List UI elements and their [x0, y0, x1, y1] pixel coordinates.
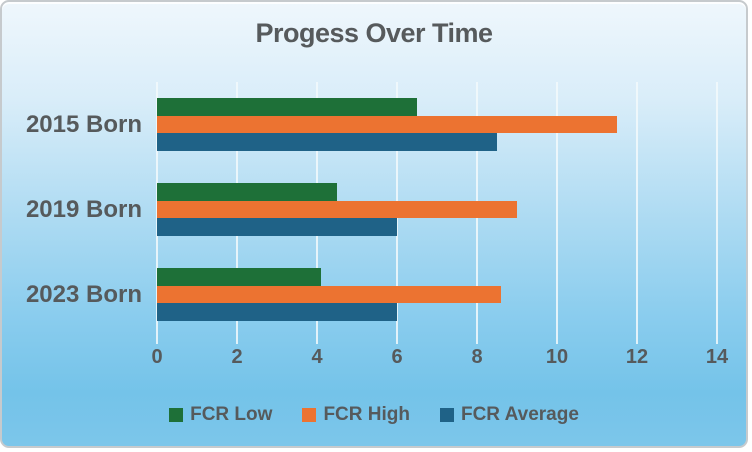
legend-swatch-fcr-high	[302, 408, 317, 422]
x-axis-label-4: 4	[311, 346, 323, 368]
gridline-x-14	[716, 82, 718, 344]
bar-2015-born-fcr-high	[157, 115, 617, 134]
bar-2019-born-fcr-low	[157, 183, 337, 201]
bar-2023-born-fcr-high	[157, 285, 501, 304]
legend-item-fcr-low: FCR Low	[169, 404, 272, 426]
legend-label-fcr-low: FCR Low	[190, 404, 273, 425]
x-axis-label-2: 2	[231, 346, 243, 368]
legend-swatch-fcr-low	[169, 408, 184, 422]
bar-2023-born-fcr-average	[157, 303, 397, 321]
legend: FCR Low FCR High FCR Average	[2, 404, 746, 426]
legend-label-fcr-high: FCR High	[323, 404, 410, 425]
bar-2015-born-fcr-low	[157, 98, 417, 116]
x-axis-label-6: 6	[391, 346, 403, 368]
bar-2015-born-fcr-average	[157, 133, 497, 151]
bar-group-2015-born	[157, 82, 717, 167]
gridline-x-12	[636, 82, 638, 344]
legend-item-fcr-high: FCR High	[302, 404, 410, 426]
bar-2023-born-fcr-low	[157, 268, 321, 286]
x-axis-label-12: 12	[625, 346, 649, 368]
category-label-2015-born: 2015 Born	[25, 110, 142, 138]
gridline-x-10	[556, 82, 558, 344]
category-label-2019-born: 2019 Born	[25, 195, 142, 223]
bar-2019-born-fcr-average	[157, 218, 397, 236]
legend-label-fcr-average: FCR Average	[460, 404, 579, 425]
x-axis-label-8: 8	[471, 346, 483, 368]
x-axis-label-0: 0	[151, 346, 163, 368]
bar-group-2023-born	[157, 252, 717, 337]
legend-item-fcr-average: FCR Average	[439, 404, 579, 426]
chart-title: Progess Over Time	[255, 18, 493, 48]
legend-swatch-fcr-average	[439, 408, 454, 422]
bar-2019-born-fcr-high	[157, 200, 517, 219]
category-label-2023-born: 2023 Born	[25, 280, 142, 308]
x-axis-label-10: 10	[545, 346, 569, 368]
bar-group-2019-born	[157, 167, 717, 252]
x-axis-label-14: 14	[705, 346, 729, 368]
plot-area	[156, 82, 718, 344]
